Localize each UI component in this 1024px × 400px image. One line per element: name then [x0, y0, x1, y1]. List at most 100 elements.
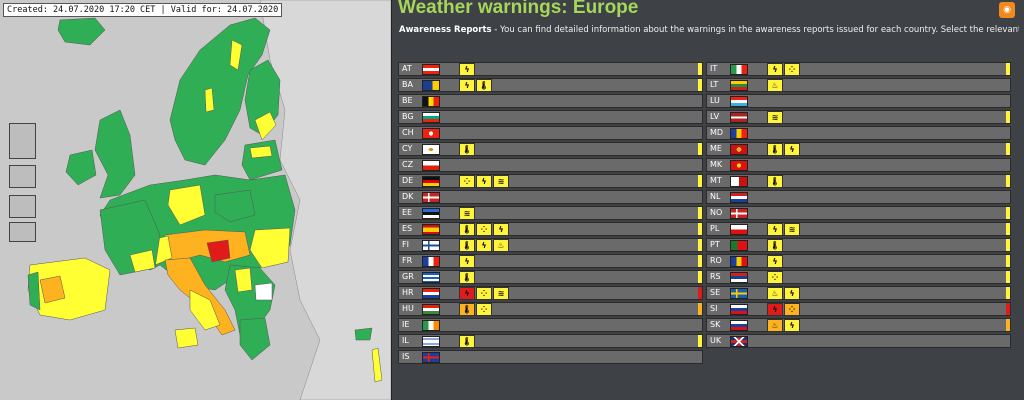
- country-row-be[interactable]: BE: [398, 94, 703, 108]
- thunderstorm-warning-icon[interactable]: ϟ: [784, 287, 800, 300]
- country-code[interactable]: BG: [402, 112, 414, 121]
- flag-it-icon[interactable]: [730, 64, 748, 75]
- country-row-dk[interactable]: DK: [398, 190, 703, 204]
- country-row-il[interactable]: IL 🌡: [398, 334, 703, 348]
- thunderstorm-warning-icon[interactable]: ϟ: [493, 223, 509, 236]
- country-code[interactable]: IL: [402, 336, 409, 345]
- high-temperature-warning-icon[interactable]: 🌡: [767, 143, 783, 156]
- country-row-ch[interactable]: CH: [398, 126, 703, 140]
- forest-fire-warning-icon[interactable]: ♨: [767, 319, 783, 332]
- country-code[interactable]: ES: [402, 224, 413, 233]
- high-temperature-warning-icon[interactable]: 🌡: [459, 335, 475, 348]
- rain-warning-icon[interactable]: ⁘: [476, 303, 492, 316]
- country-code[interactable]: IT: [710, 64, 718, 73]
- europe-map-graphic[interactable]: [0, 0, 391, 400]
- country-row-at[interactable]: AT ϟ: [398, 62, 703, 76]
- country-row-md[interactable]: MD: [706, 126, 1011, 140]
- flag-ie-icon[interactable]: [422, 320, 440, 331]
- country-code[interactable]: HU: [402, 304, 414, 313]
- country-code[interactable]: NL: [710, 192, 721, 201]
- flag-pt-icon[interactable]: [730, 240, 748, 251]
- map-inset-canary[interactable]: [9, 195, 36, 218]
- map-inset-malta[interactable]: [9, 222, 36, 242]
- flag-is-icon[interactable]: [422, 352, 440, 363]
- country-code[interactable]: SE: [710, 288, 721, 297]
- country-row-ee[interactable]: EE ≋: [398, 206, 703, 220]
- flag-cz-icon[interactable]: [422, 160, 440, 171]
- country-row-fi[interactable]: FI 🌡 ϟ ♨: [398, 238, 703, 252]
- country-code[interactable]: GR: [402, 272, 414, 281]
- flag-dk-icon[interactable]: [422, 192, 440, 203]
- flag-rs-icon[interactable]: [730, 272, 748, 283]
- country-row-sk[interactable]: SK ♨ ϟ: [706, 318, 1011, 332]
- flag-ee-icon[interactable]: [422, 208, 440, 219]
- country-row-es[interactable]: ES 🌡 ⁘ ϟ: [398, 222, 703, 236]
- country-code[interactable]: FR: [402, 256, 413, 265]
- country-code[interactable]: UK: [710, 336, 722, 345]
- country-code[interactable]: SI: [710, 304, 718, 313]
- country-row-lt[interactable]: LT ♨: [706, 78, 1011, 92]
- country-row-pt[interactable]: PT 🌡: [706, 238, 1011, 252]
- flag-fi-icon[interactable]: [422, 240, 440, 251]
- wind-warning-icon[interactable]: ≋: [767, 111, 783, 124]
- rain-warning-icon[interactable]: ⁘: [476, 287, 492, 300]
- country-row-hr[interactable]: HR ϟ ⁘ ≋: [398, 286, 703, 300]
- country-code[interactable]: CY: [402, 144, 413, 153]
- country-code[interactable]: AT: [402, 64, 412, 73]
- country-row-gr[interactable]: GR 🌡: [398, 270, 703, 284]
- country-code[interactable]: LU: [710, 96, 720, 105]
- high-temperature-warning-icon[interactable]: 🌡: [476, 79, 492, 92]
- country-row-mt[interactable]: MT 🌡: [706, 174, 1011, 188]
- thunderstorm-warning-icon[interactable]: ϟ: [767, 255, 783, 268]
- flag-hr-icon[interactable]: [422, 288, 440, 299]
- country-code[interactable]: PL: [710, 224, 720, 233]
- country-code[interactable]: MT: [710, 176, 722, 185]
- country-row-bg[interactable]: BG: [398, 110, 703, 124]
- thunderstorm-warning-icon[interactable]: ϟ: [767, 223, 783, 236]
- country-row-lu[interactable]: LU: [706, 94, 1011, 108]
- country-row-mk[interactable]: MK: [706, 158, 1011, 172]
- thunderstorm-warning-icon[interactable]: ϟ: [459, 79, 475, 92]
- flag-gr-icon[interactable]: [422, 272, 440, 283]
- country-row-ie[interactable]: IE: [398, 318, 703, 332]
- country-code[interactable]: BA: [402, 80, 413, 89]
- flag-me-icon[interactable]: [730, 144, 748, 155]
- country-row-no[interactable]: NO: [706, 206, 1011, 220]
- rain-warning-icon[interactable]: ⁘: [784, 303, 800, 316]
- flag-de-icon[interactable]: [422, 176, 440, 187]
- country-code[interactable]: ME: [710, 144, 722, 153]
- country-row-de[interactable]: DE ⁘ ϟ ≋: [398, 174, 703, 188]
- country-row-fr[interactable]: FR ϟ: [398, 254, 703, 268]
- country-code[interactable]: CZ: [402, 160, 414, 169]
- flag-be-icon[interactable]: [422, 96, 440, 107]
- country-code[interactable]: RS: [710, 272, 721, 281]
- forest-fire-warning-icon[interactable]: ♨: [493, 239, 509, 252]
- flag-no-icon[interactable]: [730, 208, 748, 219]
- high-temperature-warning-icon[interactable]: 🌡: [459, 271, 475, 284]
- high-temperature-warning-icon[interactable]: 🌡: [767, 239, 783, 252]
- flag-uk-icon[interactable]: [730, 336, 748, 347]
- flag-mk-icon[interactable]: [730, 160, 748, 171]
- country-row-pl[interactable]: PL ϟ ≋: [706, 222, 1011, 236]
- country-code[interactable]: HR: [402, 288, 414, 297]
- flag-md-icon[interactable]: [730, 128, 748, 139]
- thunderstorm-warning-icon[interactable]: ϟ: [459, 63, 475, 76]
- thunderstorm-warning-icon[interactable]: ϟ: [784, 143, 800, 156]
- country-code[interactable]: LT: [710, 80, 719, 89]
- flag-lv-icon[interactable]: [730, 112, 748, 123]
- thunderstorm-warning-icon[interactable]: ϟ: [459, 287, 475, 300]
- wind-warning-icon[interactable]: ≋: [493, 175, 509, 188]
- wind-warning-icon[interactable]: ≋: [493, 287, 509, 300]
- flag-pl-icon[interactable]: [730, 224, 748, 235]
- flag-nl-icon[interactable]: [730, 192, 748, 203]
- rain-warning-icon[interactable]: ⁘: [767, 271, 783, 284]
- country-code[interactable]: FI: [402, 240, 409, 249]
- country-row-is[interactable]: IS: [398, 350, 703, 364]
- country-code[interactable]: IE: [402, 320, 410, 329]
- flag-hu-icon[interactable]: [422, 304, 440, 315]
- country-code[interactable]: SK: [710, 320, 721, 329]
- flag-lu-icon[interactable]: [730, 96, 748, 107]
- country-row-lv[interactable]: LV ≋: [706, 110, 1011, 124]
- country-row-hu[interactable]: HU 🌡 ⁘: [398, 302, 703, 316]
- rain-warning-icon[interactable]: ⁘: [784, 63, 800, 76]
